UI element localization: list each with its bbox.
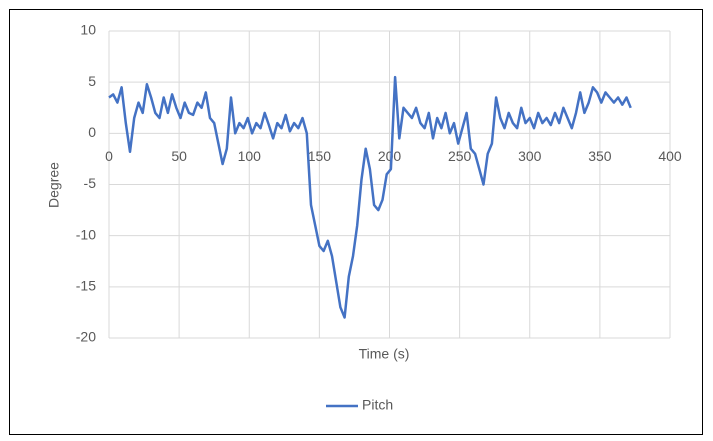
legend-label: Pitch: [362, 397, 393, 413]
x-tick-label: 100: [238, 148, 262, 164]
y-tick-label: -5: [84, 175, 97, 191]
x-tick-label: 0: [105, 148, 113, 164]
y-axis-label: Degree: [46, 162, 62, 208]
x-tick-label: 350: [588, 148, 612, 164]
y-tick-label: -10: [76, 226, 96, 242]
y-tick-label: -15: [76, 278, 96, 294]
y-tick-label: 5: [88, 73, 96, 89]
y-tick-label: 0: [88, 124, 96, 140]
x-tick-label: 200: [378, 148, 402, 164]
x-tick-label: 300: [518, 148, 542, 164]
y-tick-label: 10: [80, 22, 96, 38]
chart-border: [9, 9, 703, 435]
x-tick-label: 400: [658, 148, 682, 164]
y-tick-label: -20: [76, 329, 96, 345]
x-tick-label: 150: [308, 148, 332, 164]
data-line: [108, 75, 632, 319]
x-axis-label: Time (s): [359, 346, 410, 362]
x-tick-label: 250: [448, 148, 472, 164]
x-tick-label: 50: [171, 148, 187, 164]
